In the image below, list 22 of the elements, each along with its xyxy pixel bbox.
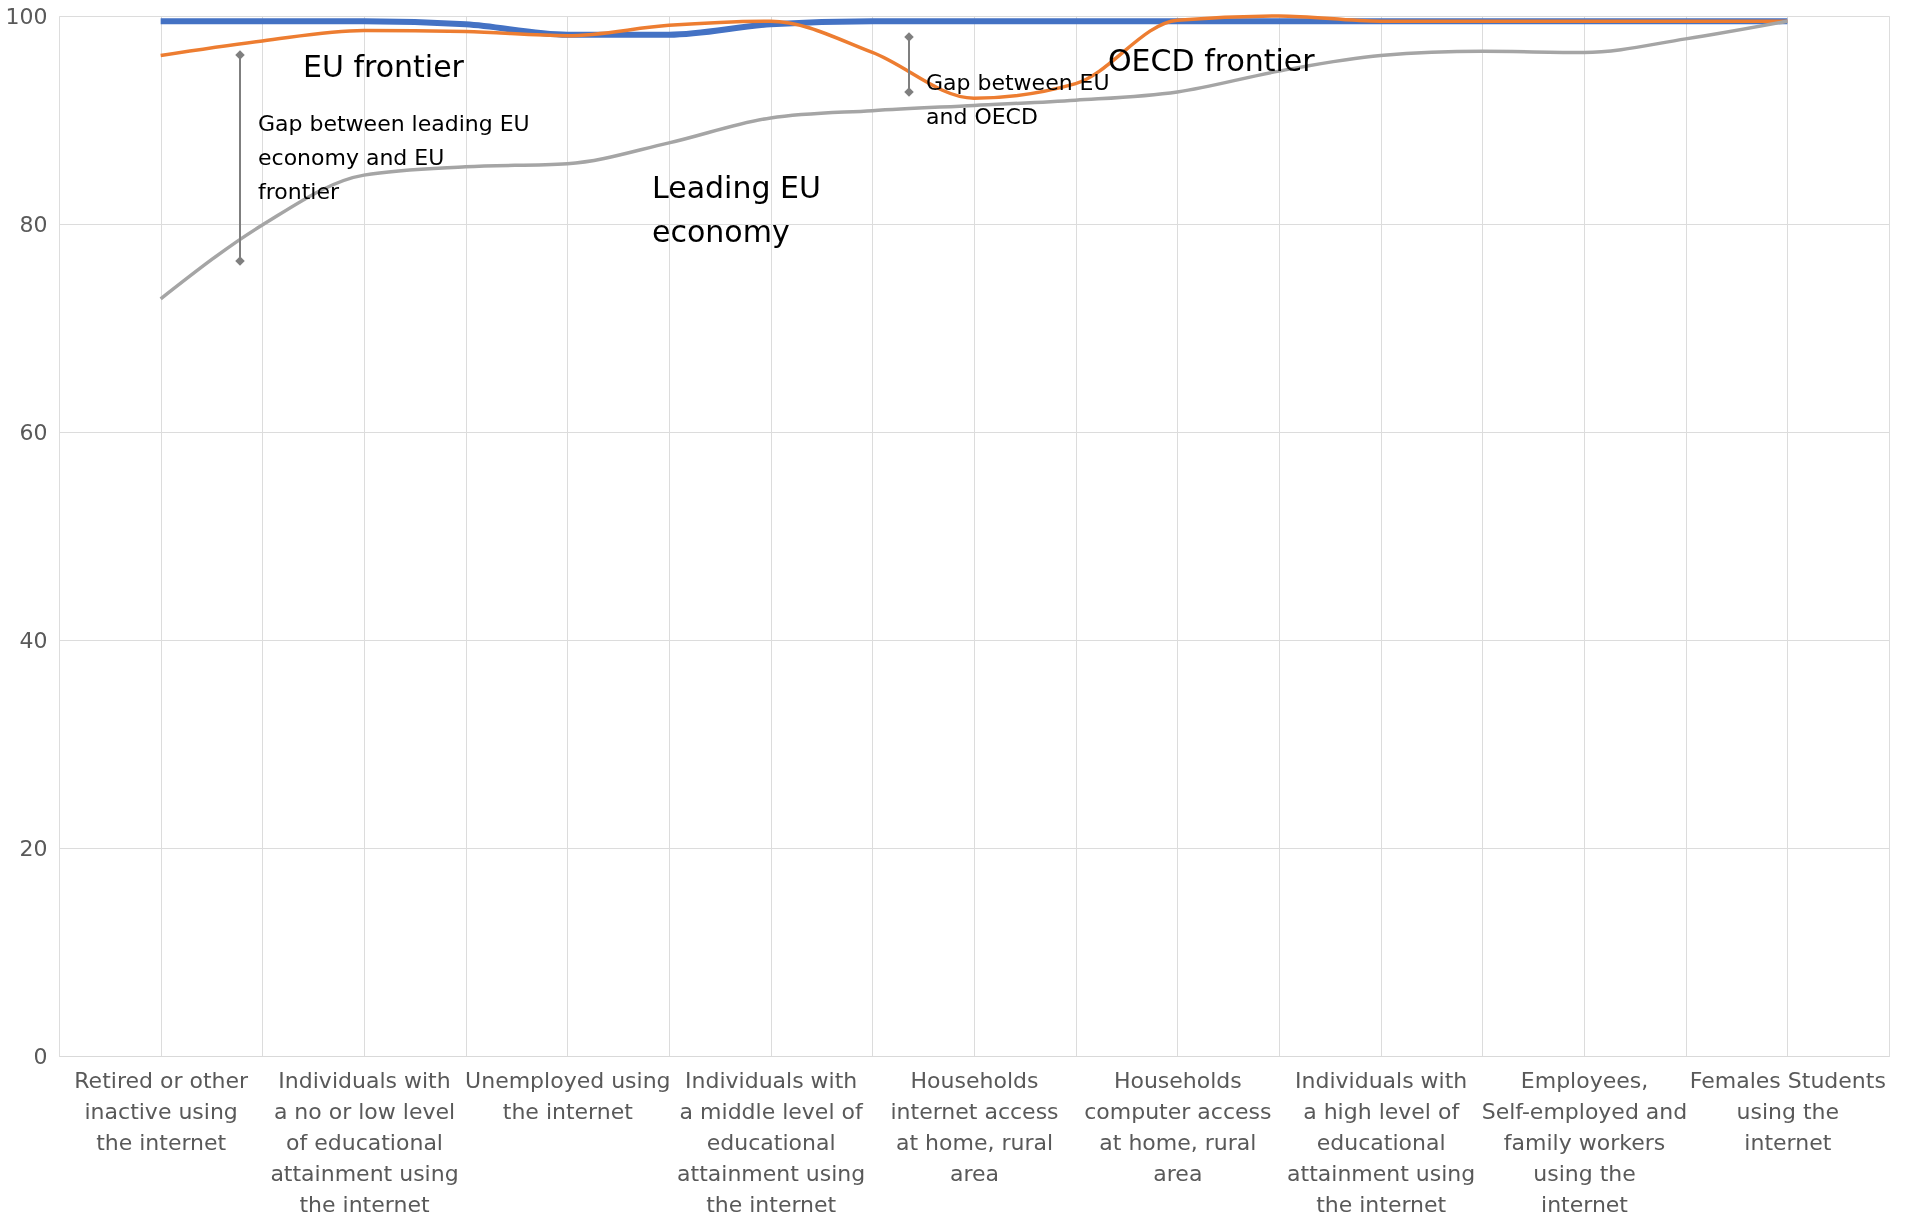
x-tick-label: Individuals with a high level of educational attainment using the internet xyxy=(1287,1067,1476,1217)
x-tick-label: Individuals with a middle level of educational attainment using the internet xyxy=(677,1067,866,1217)
y-tick-label: 100 xyxy=(5,3,48,29)
x-tick-label: Retired or other inactive using the internet xyxy=(74,1067,249,1155)
x-tick-label: Households computer access at home, rural area xyxy=(1084,1067,1272,1186)
line-series xyxy=(158,14,1790,100)
x-tick-label: Households internet access at home, rural area xyxy=(890,1067,1059,1186)
x-tick-label: Females Students using the internet xyxy=(1689,1067,1886,1155)
y-tick-label: 80 xyxy=(19,211,48,237)
annotation: Gap between leading EU economy and EU frontier xyxy=(258,111,530,204)
annotation: Leading EU economy xyxy=(652,170,821,249)
annotation: Gap between EU and OECD xyxy=(926,70,1110,129)
y-tick-label: 0 xyxy=(33,1043,48,1069)
y-tick-label: 60 xyxy=(19,419,48,445)
y-tick-label: 40 xyxy=(19,627,48,653)
y-tick-label: 20 xyxy=(19,835,48,861)
line-series xyxy=(158,19,1790,301)
annotation: EU frontier xyxy=(303,49,465,84)
annotation: OECD frontier xyxy=(1108,43,1316,78)
x-tick-label: Individuals with a no or low level of educational attainment using the internet xyxy=(270,1067,459,1217)
x-tick-label: Unemployed using the internet xyxy=(465,1067,671,1124)
x-tick-label: Employees, Self-employed and family workers using the internet xyxy=(1481,1067,1688,1217)
